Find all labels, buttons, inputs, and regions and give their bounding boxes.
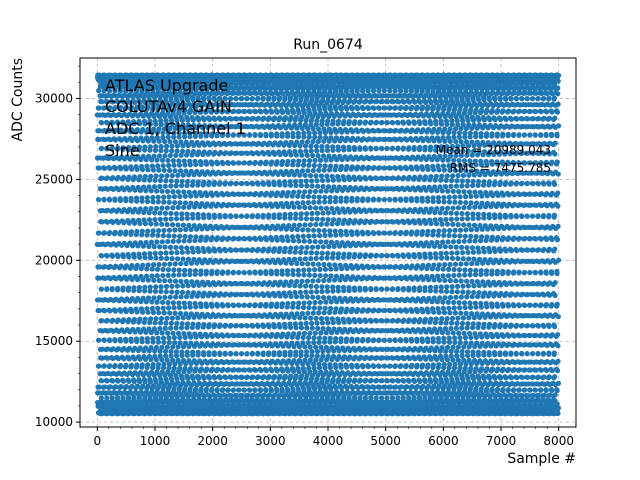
- annotation-line-1: ATLAS Upgrade: [105, 76, 228, 95]
- series-points: [238, 72, 273, 417]
- x-tick-label: 7000: [486, 434, 517, 448]
- y-tick-label: 10000: [35, 415, 73, 429]
- x-tick-label: 4000: [313, 434, 344, 448]
- y-tick-label: 15000: [35, 334, 73, 348]
- y-axis-title: ADC Counts: [10, 58, 26, 141]
- x-tick-label: 6000: [428, 434, 459, 448]
- y-tick-label: 30000: [35, 91, 73, 105]
- series-points: [267, 72, 302, 417]
- series-points: [296, 72, 331, 417]
- annotation-line-2: COLUTAv4 GAIN: [105, 97, 232, 116]
- series-points: [181, 72, 216, 417]
- series-points: [152, 72, 187, 417]
- x-tick-label: 5000: [370, 434, 401, 448]
- axis-ticks: 0 1000 2000 3000 4000 5000 6000 7000 8000 10000 15…: [35, 65, 574, 448]
- series-points: [123, 72, 158, 417]
- y-tick-label: 25000: [35, 172, 73, 186]
- chart-title: Run_0674: [293, 37, 363, 53]
- series-points: [325, 72, 360, 417]
- series-points: [94, 72, 129, 417]
- series-points: [527, 72, 562, 417]
- series-points: [354, 72, 389, 417]
- data-points: [94, 72, 562, 417]
- series-points: [440, 72, 475, 417]
- annotation-line-3: ADC 1, Channel 1: [105, 119, 246, 138]
- annotation-line-4: Sine: [105, 141, 140, 160]
- x-tick-label: 2000: [197, 434, 228, 448]
- x-tick-label: 8000: [543, 434, 574, 448]
- series-points: [498, 72, 533, 417]
- x-axis-title: Sample #: [507, 451, 576, 467]
- x-tick-label: 3000: [255, 434, 286, 448]
- series-points: [210, 72, 245, 417]
- series-points: [411, 72, 446, 417]
- stat-mean: Mean = 20989.043: [436, 143, 551, 157]
- y-tick-label: 20000: [35, 253, 73, 267]
- series-points: [383, 72, 418, 417]
- series-points: [469, 72, 504, 417]
- stat-rms: RMS = 7475.785: [450, 161, 551, 175]
- x-tick-label: 1000: [140, 434, 171, 448]
- x-tick-label: 0: [93, 434, 101, 448]
- annotation-block: ATLAS Upgrade COLUTAv4 GAIN ADC 1, Chann…: [105, 76, 246, 160]
